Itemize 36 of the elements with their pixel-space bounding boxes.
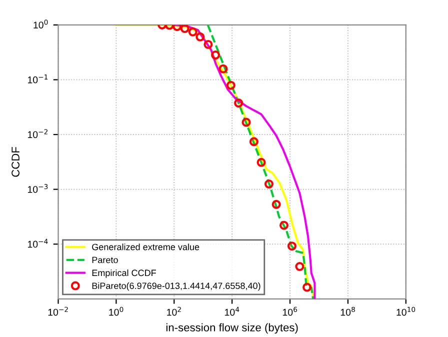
y-tick-label: 10$^{0}$ bbox=[34, 20, 48, 28]
point bbox=[279, 220, 289, 230]
point bbox=[264, 180, 274, 189]
x-tick-label: 10$^{0}$ bbox=[109, 306, 124, 316]
point bbox=[172, 24, 182, 32]
legend-label: Generalized extreme value bbox=[92, 244, 200, 250]
x-tick-label: 10$^{4}$ bbox=[225, 306, 240, 316]
y-tick-label: 10$^{−1}$ bbox=[28, 74, 48, 84]
point bbox=[242, 118, 251, 127]
legend-label: Pareto bbox=[92, 256, 118, 264]
x-tick-label: 10$^{8}$ bbox=[340, 306, 355, 316]
y-tick-label: 10$^{−4}$ bbox=[28, 238, 48, 248]
point bbox=[196, 32, 205, 42]
y-tick-label: 10$^{−3}$ bbox=[28, 184, 48, 193]
y-axis-title: CCDF bbox=[12, 146, 20, 177]
point bbox=[272, 200, 281, 209]
x-tick-label: 10$^{2}$ bbox=[167, 306, 181, 316]
point bbox=[204, 40, 213, 49]
point bbox=[295, 262, 304, 272]
point bbox=[256, 158, 266, 167]
x-tick-label: 10$^{−2}$ bbox=[48, 306, 68, 316]
point bbox=[249, 137, 258, 146]
point bbox=[234, 98, 244, 108]
y-tick-label: 10$^{−2}$ bbox=[28, 129, 48, 138]
point bbox=[287, 242, 296, 251]
point bbox=[302, 282, 312, 292]
x-tick-label: 10$^{6}$ bbox=[282, 306, 298, 316]
legend-label: BiPareto(6.9769e-013,1.4414,47.6558,40) bbox=[92, 282, 260, 291]
x-axis-title: in-session flow size (bytes) bbox=[166, 323, 298, 334]
point bbox=[188, 27, 198, 36]
point bbox=[218, 64, 228, 74]
point bbox=[211, 50, 220, 60]
legend-label: Empirical CCDF bbox=[92, 269, 156, 278]
point bbox=[226, 80, 236, 90]
x-tick-label: 10$^{10}$ bbox=[396, 306, 416, 316]
point bbox=[180, 24, 190, 34]
